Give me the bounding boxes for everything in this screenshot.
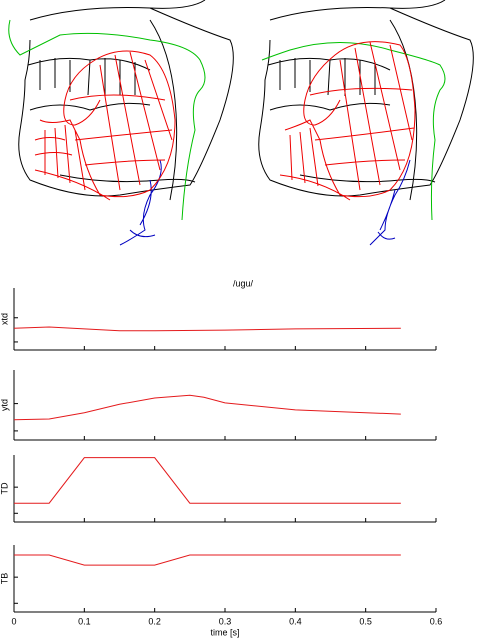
- x-tick-label: 0.5: [359, 616, 372, 626]
- y-axis-label: TB: [0, 573, 9, 585]
- x-tick-label: 0.1: [78, 616, 91, 626]
- vocal-tract-left: [9, 0, 234, 245]
- x-tick-label: 0.2: [148, 616, 161, 626]
- y-axis-label: ytd: [0, 399, 9, 411]
- y-axis-label: xtd: [0, 313, 9, 325]
- x-tick-label: 0.4: [289, 616, 302, 626]
- x-tick-label: 0.6: [430, 616, 443, 626]
- data-line: [14, 327, 401, 331]
- vocal-tract-right: [259, 0, 474, 245]
- x-tick-label: 0: [11, 616, 16, 626]
- data-line: [14, 458, 401, 504]
- figure-title: /ugu/: [233, 278, 254, 288]
- data-line: [14, 555, 401, 565]
- y-axis-label: TD: [0, 482, 9, 494]
- data-line: [14, 395, 401, 420]
- x-tick-label: 0.3: [219, 616, 232, 626]
- x-axis-label: time [s]: [210, 627, 239, 637]
- figure: /ugu/ time [s] xtd ytd TD 0 0.1 0.2 0.3 0.4 0.5 0…: [0, 0, 500, 640]
